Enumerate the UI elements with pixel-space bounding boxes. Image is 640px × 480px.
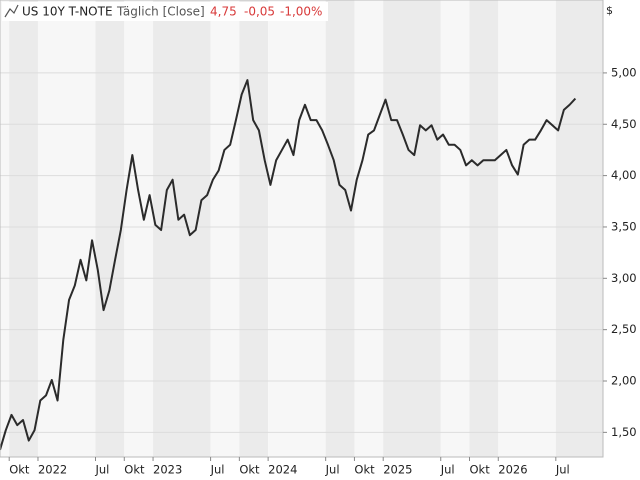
x-tick-label: Okt [9,463,30,477]
background-band [95,0,125,457]
x-tick-label: 2022 [38,463,67,477]
change-percent: -1,00% [280,5,322,19]
x-tick-label: Jul [555,463,570,477]
x-tick-label: 2024 [268,463,297,477]
background-band [383,0,441,457]
plot-frame [0,0,604,458]
x-tick-label: 2023 [153,463,182,477]
chart-icon [4,4,19,18]
background-band [469,0,499,457]
background-band [0,0,10,457]
y-tick-label: 3,00 [611,271,637,285]
x-tick-label: Okt [470,463,491,477]
background-band [555,0,603,457]
last-value: 4,75 [210,5,237,19]
x-tick-label: Jul [210,463,225,477]
x-tick-label: Jul [325,463,340,477]
y-tick-label: 2,00 [611,374,637,388]
background-band [210,0,240,457]
x-tick-label: 2025 [383,463,412,477]
background-band [268,0,326,457]
background-band [239,0,269,457]
price-line [0,79,577,451]
y-tick-label: 1,50 [611,425,637,439]
background-band [325,0,355,457]
x-tick-label: 2026 [498,463,527,477]
x-tick-label: Okt [354,463,375,477]
header-box [2,2,328,21]
chart-subtitle: Täglich [Close] [116,5,205,19]
y-tick-label: 4,00 [611,168,637,182]
x-tick-label: Jul [95,463,110,477]
change: -0,05 [244,5,275,19]
background-band [9,0,38,457]
background-band [354,0,384,457]
y-unit: $ [606,4,613,17]
background-band [498,0,556,457]
background-band [440,0,470,457]
chart-title: US 10Y T-NOTE [22,5,113,19]
x-tick-label: Okt [239,463,260,477]
x-tick-label: Jul [440,463,455,477]
background-band [37,0,96,457]
y-tick-label: 2,50 [611,322,637,336]
x-tick-label: Okt [124,463,145,477]
y-tick-label: 5,00 [611,65,637,79]
background-band [124,0,154,457]
y-tick-label: 3,50 [611,219,637,233]
y-tick-label: 4,50 [611,117,637,131]
